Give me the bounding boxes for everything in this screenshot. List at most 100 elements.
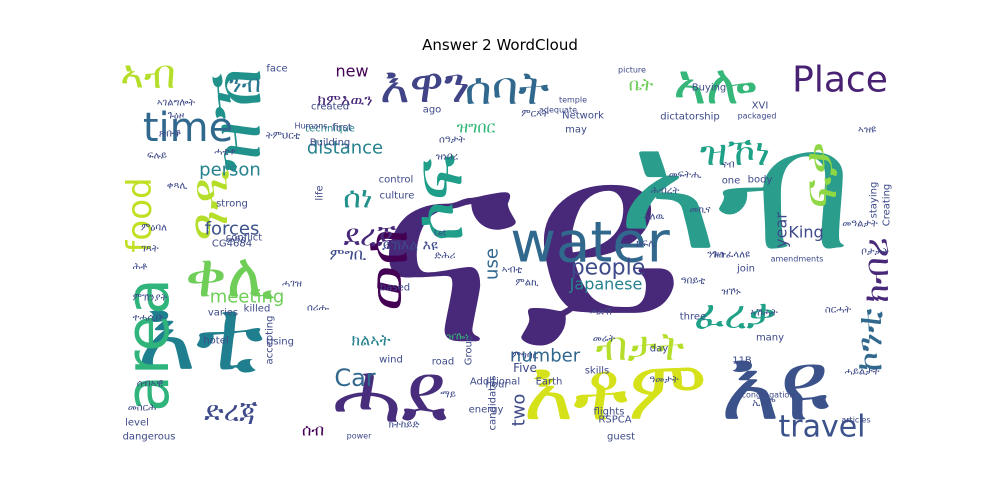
cloud-word: amendments — [771, 255, 824, 264]
cloud-word: join — [736, 264, 755, 275]
cloud-word: እቲ — [137, 277, 264, 394]
cloud-word: dangerous — [123, 432, 176, 443]
cloud-word: temple — [559, 96, 587, 105]
cloud-word: ክፍሊ — [636, 239, 656, 250]
cloud-word: ተሓሲቡ — [133, 313, 164, 324]
cloud-word: meeting — [210, 287, 285, 308]
cloud-word: staying — [869, 182, 880, 219]
cloud-word: ቀጻሊ — [167, 181, 188, 192]
cloud-word: water — [510, 211, 671, 276]
cloud-word: መዓስ — [226, 235, 247, 246]
cloud-word: እዩ — [720, 327, 829, 444]
cloud-word: ሓደ — [333, 344, 447, 442]
cloud-word: people — [571, 256, 646, 281]
cloud-word: strong — [216, 199, 248, 210]
cloud-word: Using — [266, 337, 294, 348]
cloud-word: body — [748, 175, 773, 186]
cloud-word: ትምህርቲ — [266, 131, 301, 142]
cloud-word: ክትከይድ — [389, 420, 420, 431]
cloud-word: ሓይልታት — [845, 367, 880, 378]
cloud-word: ዓዲ — [180, 169, 240, 241]
cloud-word: person — [199, 160, 261, 181]
cloud-word: ይኽእል እዩ — [382, 238, 438, 254]
cloud-word: ሰነ — [343, 181, 373, 216]
cloud-word: ድረጃ — [204, 395, 258, 428]
cloud-word: Five — [513, 361, 537, 375]
cloud-word: energy — [469, 405, 504, 416]
cloud-word: adequate — [539, 106, 577, 115]
cloud-word: ሓገዝ — [282, 279, 302, 290]
cloud-word: Car — [334, 364, 375, 392]
cloud-word: ሰዓታት — [439, 135, 465, 146]
cloud-word: ሰሪሑ — [307, 303, 330, 314]
cloud-word: Buying — [692, 83, 727, 94]
cloud-word: level — [125, 418, 149, 429]
cloud-word: three — [680, 312, 706, 323]
chart-title: Answer 2 WordCloud — [422, 36, 578, 54]
cloud-word: ጽቡቕ — [159, 129, 181, 140]
cloud-word: ጉዕዞ — [168, 111, 185, 122]
cloud-word: distance — [307, 138, 383, 159]
cloud-word: ሕቶ — [133, 262, 148, 273]
cloud-word: ኣዝዩ — [858, 125, 876, 136]
cloud-word: created — [311, 102, 349, 113]
cloud-word: ወሰ — [349, 229, 422, 312]
cloud-word: food — [120, 177, 160, 252]
cloud-word: XVI — [752, 101, 769, 112]
cloud-word: ምልኪ — [515, 278, 539, 289]
cloud-word: Humans — [294, 122, 327, 131]
cloud-word: ኣለዉ — [644, 212, 665, 223]
cloud-word: መሬት — [593, 334, 616, 345]
cloud-word: ቀሊ — [185, 239, 275, 312]
cloud-word: ኣብ — [120, 52, 175, 98]
cloud-word: picture — [618, 66, 646, 75]
cloud-word: use — [482, 248, 503, 280]
cloud-word: area — [113, 278, 183, 412]
cloud-word: Building — [310, 138, 351, 149]
cloud-word: RSPCA — [598, 415, 631, 426]
cloud-word: number — [510, 346, 581, 367]
cloud-word: ኣሎ — [673, 53, 757, 118]
cloud-word: ምግቢ — [330, 245, 367, 264]
cloud-word: accepting — [265, 315, 276, 364]
cloud-word: Group — [464, 335, 475, 365]
cloud-word: ኣብ — [618, 91, 853, 289]
cloud-word: ደረጃ — [344, 219, 397, 254]
cloud-word: ንጉስ — [707, 250, 725, 261]
cloud-word: wind — [379, 355, 403, 366]
cloud-word: power — [347, 432, 372, 441]
cloud-word: articles — [841, 416, 870, 425]
cloud-word: መኪና — [689, 205, 711, 216]
cloud-word: ክምእዉን — [317, 91, 372, 110]
cloud-word: ናይ — [375, 91, 684, 406]
cloud-word: እዋን — [380, 56, 470, 114]
cloud-word: ሰብ — [302, 421, 324, 440]
cloud-word: travel — [778, 410, 865, 445]
cloud-word: new — [335, 62, 368, 81]
cloud-word: ዝግበር — [457, 118, 496, 137]
cloud-word: ኣብቲ — [502, 265, 523, 276]
cloud-word: skills — [585, 366, 610, 377]
cloud-word: first — [332, 123, 352, 134]
cloud-word: forces — [205, 219, 260, 240]
cloud-word: face — [266, 64, 287, 75]
cloud-word: hotel — [203, 336, 228, 347]
cloud-word: ምኽንያት — [133, 293, 168, 304]
cloud-word: Place — [792, 60, 888, 101]
cloud-word: ቦታታት — [861, 247, 889, 258]
cloud-word: killed — [244, 304, 271, 315]
cloud-word: መስርሕ — [128, 403, 157, 414]
cloud-word: Japanese — [569, 275, 643, 294]
cloud-word: two — [509, 394, 530, 427]
cloud-word: conflict — [226, 233, 263, 244]
cloud-word: ago — [423, 105, 442, 116]
cloud-word: Creating — [882, 184, 893, 227]
cloud-word: Let — [434, 229, 446, 238]
cloud-word: road — [432, 357, 455, 368]
cloud-word: ሰባት — [465, 61, 549, 115]
cloud-word: varies — [208, 308, 238, 319]
cloud-word: dictatorship — [660, 112, 720, 123]
cloud-word: ዝኾኑ — [721, 287, 741, 298]
cloud-word: candidates — [488, 376, 499, 431]
